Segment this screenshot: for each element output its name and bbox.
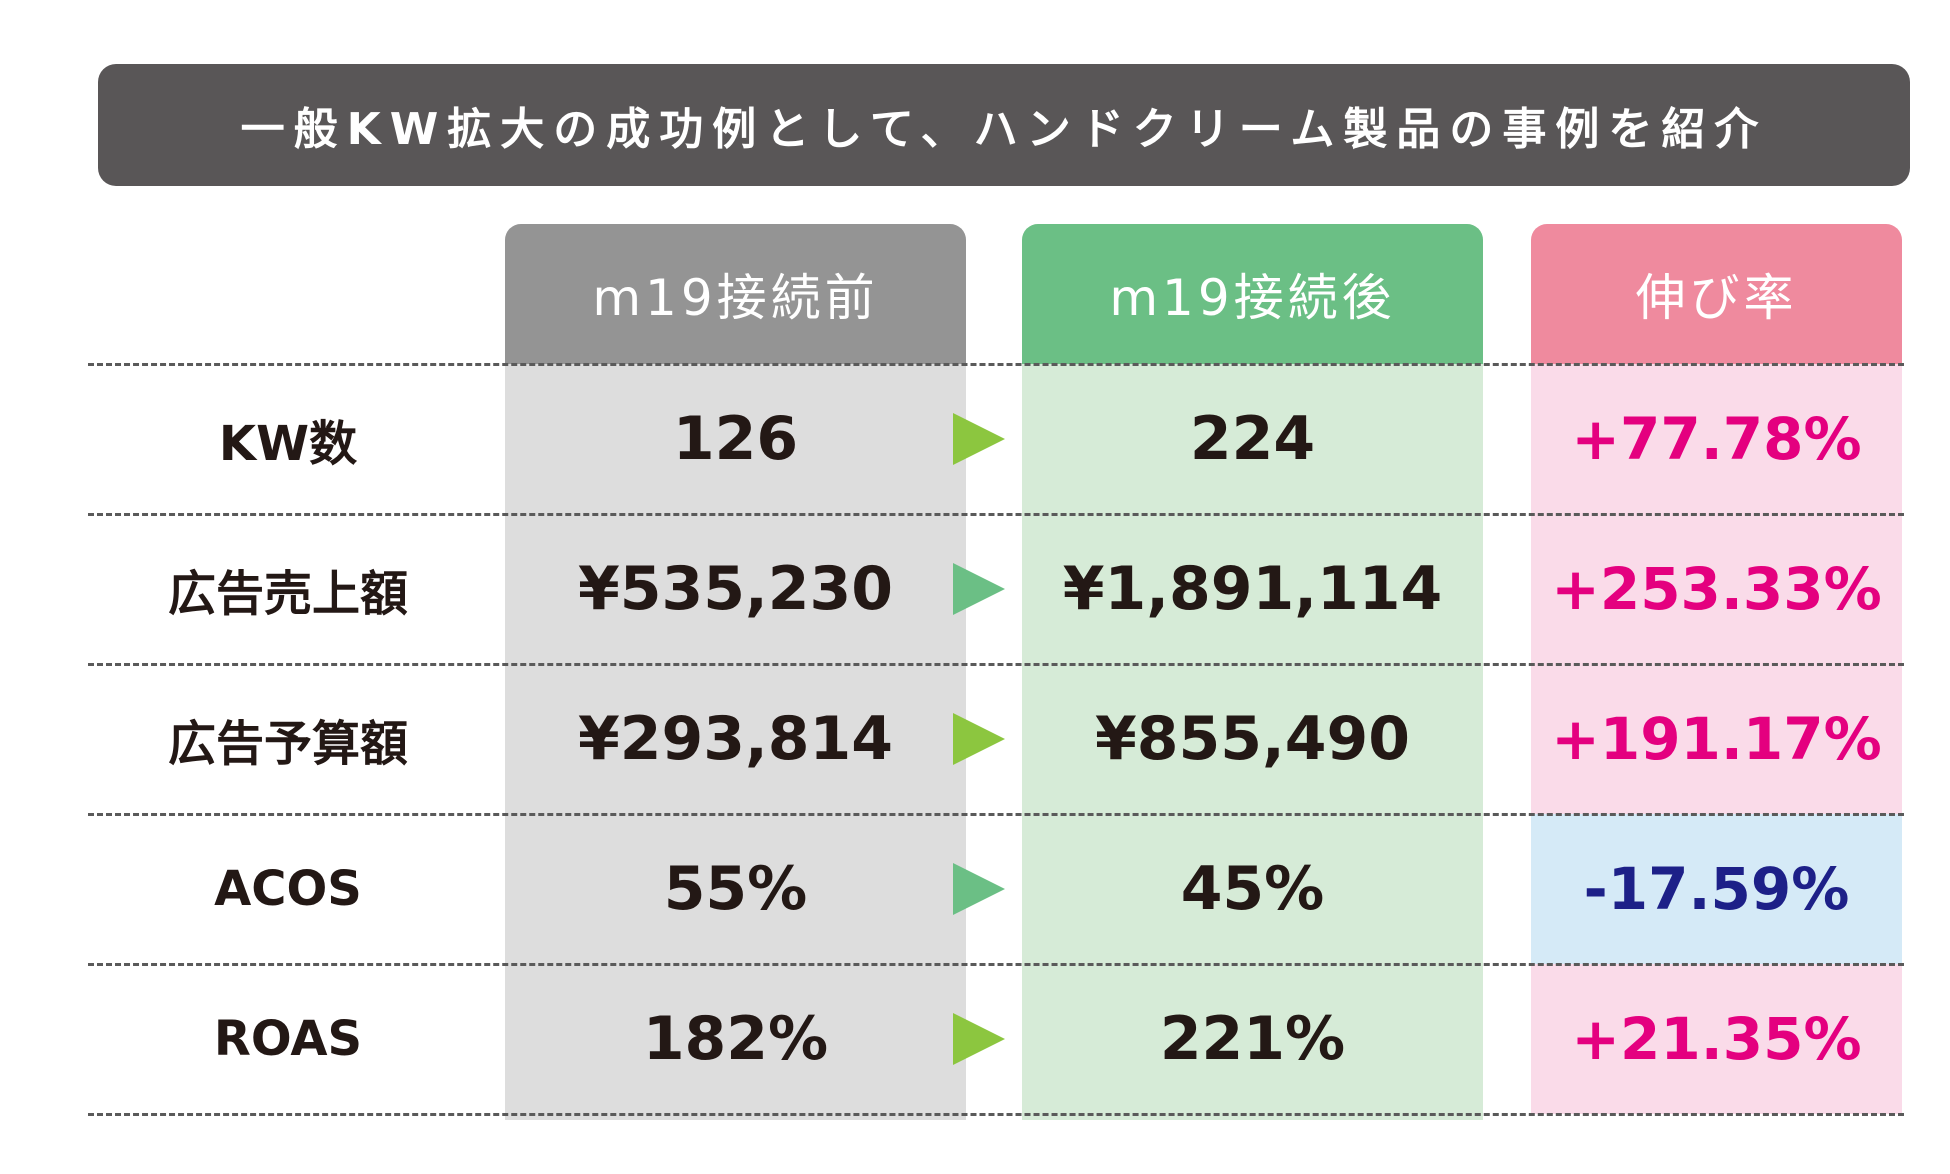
value-rate: -17.59%	[1583, 855, 1850, 923]
rate-cell-bg	[1531, 814, 1902, 964]
row-divider	[88, 963, 1904, 966]
rate-cell-bg	[1531, 964, 1902, 1114]
arrow-right-icon	[953, 1013, 1005, 1065]
rate-cell-bg	[1531, 364, 1902, 514]
value-rate: +191.17%	[1551, 705, 1882, 773]
value-before: ¥293,814	[577, 704, 894, 774]
value-rate: +21.35%	[1571, 1005, 1862, 1073]
value-before: 55%	[663, 854, 808, 924]
row-label: KW数	[218, 416, 358, 472]
rate-cell-bg	[1531, 664, 1902, 814]
before-column-bg	[505, 224, 966, 1120]
row-label: ACOS	[214, 861, 362, 917]
row-divider	[88, 513, 1904, 516]
header-rate-label: 伸び率	[1635, 269, 1798, 327]
arrow-right-icon	[953, 413, 1005, 465]
rate-cell-bg	[1531, 514, 1902, 664]
header-before: m19接続前	[505, 224, 966, 364]
title-banner: 一般KW拡大の成功例として、ハンドクリーム製品の事例を紹介	[98, 64, 1910, 186]
row-divider	[88, 363, 1904, 366]
value-rate: +253.33%	[1551, 555, 1882, 623]
row-label: 広告予算額	[167, 716, 408, 772]
row-divider	[88, 663, 1904, 666]
value-after: ¥855,490	[1094, 704, 1411, 774]
arrow-right-icon	[953, 863, 1005, 915]
header-before-label: m19接続前	[592, 269, 879, 327]
after-column-bg	[1022, 224, 1483, 1120]
row-label: 広告売上額	[167, 566, 408, 622]
row-divider	[88, 813, 1904, 816]
value-after: 221%	[1159, 1004, 1346, 1074]
row-divider	[88, 1113, 1904, 1116]
header-after: m19接続後	[1022, 224, 1483, 364]
header-rate: 伸び率	[1531, 224, 1902, 364]
row-label: ROAS	[213, 1011, 363, 1067]
page-title: 一般KW拡大の成功例として、ハンドクリーム製品の事例を紹介	[240, 104, 1768, 155]
value-rate: +77.78%	[1571, 405, 1862, 473]
arrow-right-icon	[953, 713, 1005, 765]
value-after: ¥1,891,114	[1062, 554, 1443, 624]
value-after: 224	[1189, 404, 1316, 474]
value-before: ¥535,230	[577, 554, 894, 624]
arrow-right-icon	[953, 563, 1005, 615]
value-before: 182%	[642, 1004, 829, 1074]
value-before: 126	[672, 404, 799, 474]
value-after: 45%	[1180, 854, 1325, 924]
header-after-label: m19接続後	[1109, 269, 1396, 327]
